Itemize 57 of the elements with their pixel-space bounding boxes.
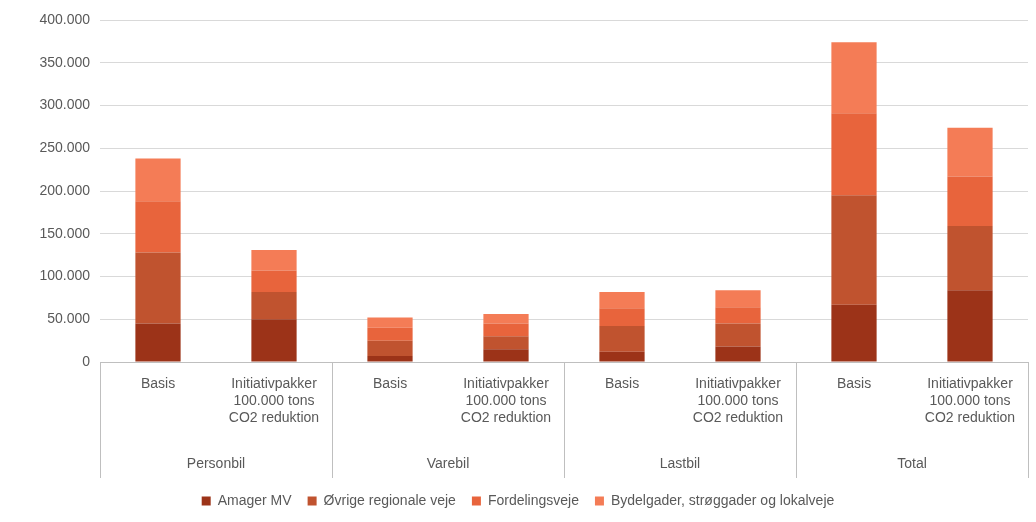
y-tick-label: 50.000 <box>47 310 91 327</box>
bar <box>715 346 761 362</box>
text: Varebil <box>426 454 470 471</box>
bar <box>947 176 993 227</box>
x-tick-label: Basis <box>604 375 640 392</box>
x-tick-label: Initiativpakker 100.000 tons CO2 reduktion <box>228 375 320 425</box>
y-tick-label: 150.000 <box>39 224 91 241</box>
y-tick-label: 250.000 <box>39 139 91 156</box>
bar <box>483 336 529 350</box>
y-tick-label: 200.000 <box>39 181 91 198</box>
bar <box>483 349 529 362</box>
bar <box>599 351 645 362</box>
y-tick-label: 350.000 <box>39 53 91 70</box>
y-tick-label: 300.000 <box>39 96 91 113</box>
bar <box>715 290 761 308</box>
bar <box>367 340 413 357</box>
legend-label: Øvrige regionale veje <box>323 491 457 508</box>
bar <box>367 327 413 341</box>
bar <box>947 226 993 291</box>
bar <box>831 195 877 305</box>
bar <box>251 250 297 271</box>
bar <box>251 319 297 362</box>
bar <box>483 314 529 324</box>
bar <box>599 308 645 327</box>
bar <box>135 201 181 253</box>
bar <box>947 290 993 362</box>
bar <box>947 127 993 177</box>
y-tick-label: 100.000 <box>39 267 91 284</box>
bar <box>135 323 181 362</box>
legend-label: Fordelingsveje <box>487 491 580 508</box>
bar <box>831 113 877 196</box>
x-tick-label: Initiativpakker 100.000 tons CO2 reduktion <box>460 375 552 425</box>
bar <box>251 291 297 320</box>
bar <box>715 307 761 324</box>
x-tick-label: Initiativpakker 100.000 tons CO2 reduktion <box>692 375 784 425</box>
text: Lastbil <box>659 454 701 471</box>
bar <box>135 252 181 324</box>
y-tick-label: 0 <box>82 352 91 369</box>
bar <box>831 42 877 114</box>
y-tick-label: 400.000 <box>39 10 91 27</box>
x-tick-label: Initiativpakker 100.000 tons CO2 reduktion <box>924 375 1016 425</box>
legend-label: Amager MV <box>217 491 293 508</box>
bar <box>715 323 761 347</box>
bar <box>251 270 297 292</box>
x-tick-label: Basis <box>836 375 872 392</box>
bar <box>599 326 645 352</box>
x-tick-label: Basis <box>372 375 408 392</box>
bar <box>367 317 413 328</box>
bar <box>599 291 645 309</box>
bar <box>483 323 529 337</box>
bar <box>831 304 877 362</box>
text: Personbil <box>186 454 246 471</box>
text: Total <box>897 454 927 471</box>
legend-label: Bydelgader, strøggader og lokalveje <box>610 491 835 508</box>
bar <box>135 158 181 202</box>
x-tick-label: Basis <box>140 375 176 392</box>
bar <box>367 356 413 362</box>
